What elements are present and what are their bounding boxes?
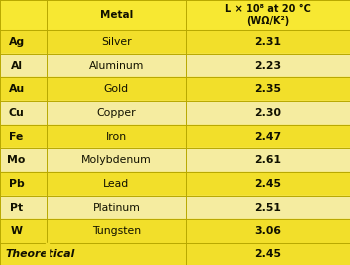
Text: Platinum: Platinum xyxy=(92,202,140,213)
Bar xyxy=(0,196,350,219)
Text: 2.31: 2.31 xyxy=(254,37,281,47)
Text: Tungsten: Tungsten xyxy=(92,226,141,236)
Text: 2.61: 2.61 xyxy=(254,155,281,165)
Text: Al: Al xyxy=(10,60,22,70)
Text: Cu: Cu xyxy=(9,108,24,118)
Bar xyxy=(0,54,350,77)
Text: Fe: Fe xyxy=(9,131,24,142)
Text: 2.45: 2.45 xyxy=(254,249,281,259)
Text: Copper: Copper xyxy=(97,108,136,118)
Bar xyxy=(0,172,350,196)
Bar xyxy=(46,243,49,265)
Text: Molybdenum: Molybdenum xyxy=(81,155,152,165)
Text: 2.45: 2.45 xyxy=(254,179,281,189)
Text: 2.35: 2.35 xyxy=(254,84,281,94)
Text: Iron: Iron xyxy=(106,131,127,142)
Text: 2.23: 2.23 xyxy=(254,60,281,70)
Text: Pt: Pt xyxy=(10,202,23,213)
Bar xyxy=(0,148,350,172)
Bar xyxy=(0,0,350,30)
Text: Metal: Metal xyxy=(100,10,133,20)
Text: Lead: Lead xyxy=(103,179,130,189)
Text: 2.30: 2.30 xyxy=(254,108,281,118)
Text: Ag: Ag xyxy=(8,37,24,47)
Bar xyxy=(0,243,350,265)
Bar xyxy=(0,30,350,54)
Text: Theoretical: Theoretical xyxy=(5,249,74,259)
Bar xyxy=(0,77,350,101)
Text: Pb: Pb xyxy=(9,179,24,189)
Text: 2.51: 2.51 xyxy=(254,202,281,213)
Text: 3.06: 3.06 xyxy=(254,226,281,236)
Text: W: W xyxy=(10,226,22,236)
Text: Mo: Mo xyxy=(7,155,26,165)
Bar xyxy=(0,219,350,243)
Text: L × 10⁸ at 20 °C
(WΩ/K²): L × 10⁸ at 20 °C (WΩ/K²) xyxy=(225,4,311,27)
Bar xyxy=(0,101,350,125)
Bar xyxy=(0,125,350,148)
Text: Gold: Gold xyxy=(104,84,129,94)
Text: Au: Au xyxy=(8,84,24,94)
Text: Silver: Silver xyxy=(101,37,132,47)
Text: 2.47: 2.47 xyxy=(254,131,281,142)
Text: Aluminum: Aluminum xyxy=(89,60,144,70)
